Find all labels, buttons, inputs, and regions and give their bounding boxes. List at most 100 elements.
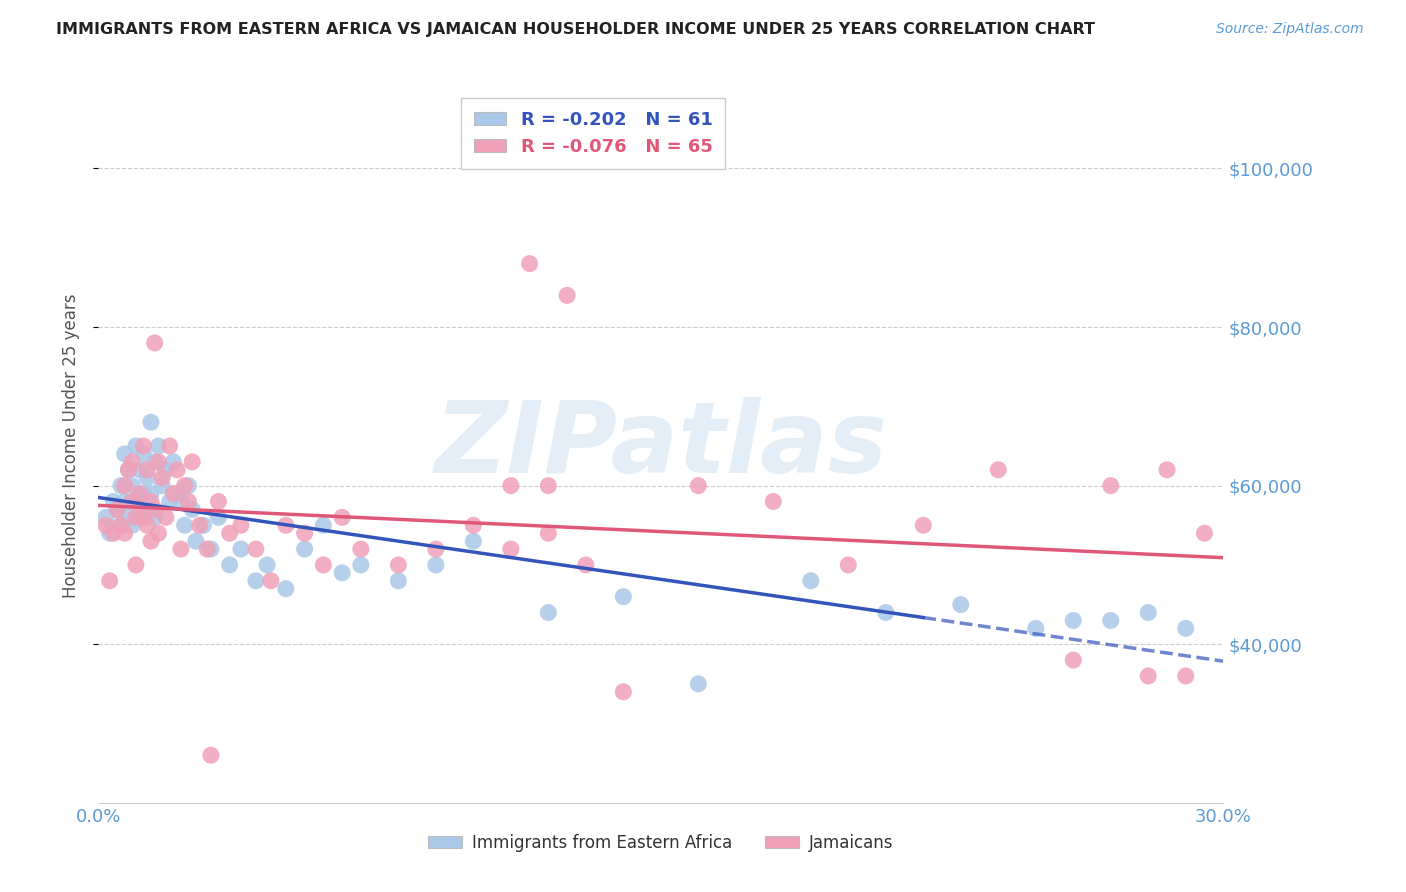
Point — [256, 558, 278, 572]
Point — [125, 558, 148, 572]
Point — [294, 542, 316, 557]
Point — [294, 526, 316, 541]
Point — [837, 558, 859, 572]
Point — [207, 510, 229, 524]
Point — [1099, 478, 1122, 492]
Point — [166, 486, 188, 500]
Point — [121, 455, 143, 469]
Point — [612, 685, 634, 699]
Point — [103, 494, 125, 508]
Point — [200, 542, 222, 557]
Point — [132, 510, 155, 524]
Point — [184, 534, 207, 549]
Point — [159, 439, 181, 453]
Point — [136, 518, 159, 533]
Legend: Immigrants from Eastern Africa, Jamaicans: Immigrants from Eastern Africa, Jamaican… — [422, 828, 900, 859]
Point — [195, 542, 218, 557]
Point — [105, 502, 128, 516]
Point — [103, 526, 125, 541]
Point — [555, 288, 578, 302]
Point — [150, 471, 173, 485]
Point — [987, 463, 1010, 477]
Point — [177, 494, 200, 508]
Text: Source: ZipAtlas.com: Source: ZipAtlas.com — [1216, 22, 1364, 37]
Point — [330, 510, 353, 524]
Point — [150, 478, 173, 492]
Point — [425, 542, 447, 557]
Point — [110, 518, 132, 533]
Point — [350, 542, 373, 557]
Point — [114, 447, 136, 461]
Point — [1174, 669, 1197, 683]
Point — [139, 494, 162, 508]
Point — [148, 526, 170, 541]
Point — [105, 502, 128, 516]
Point — [94, 510, 117, 524]
Point — [762, 494, 785, 508]
Point — [128, 463, 150, 477]
Point — [188, 518, 211, 533]
Text: ZIPatlas: ZIPatlas — [434, 398, 887, 494]
Point — [312, 518, 335, 533]
Point — [387, 558, 409, 572]
Point — [425, 558, 447, 572]
Point — [155, 510, 177, 524]
Point — [181, 455, 204, 469]
Point — [193, 518, 215, 533]
Point — [181, 502, 204, 516]
Point — [114, 526, 136, 541]
Point — [125, 439, 148, 453]
Point — [312, 558, 335, 572]
Point — [117, 510, 139, 524]
Point — [1025, 621, 1047, 635]
Point — [136, 502, 159, 516]
Point — [1174, 621, 1197, 635]
Point — [155, 463, 177, 477]
Point — [949, 598, 972, 612]
Point — [229, 518, 252, 533]
Point — [117, 463, 139, 477]
Point — [143, 455, 166, 469]
Point — [218, 526, 240, 541]
Point — [143, 510, 166, 524]
Point — [125, 510, 148, 524]
Point — [110, 478, 132, 492]
Point — [1137, 606, 1160, 620]
Point — [1062, 614, 1084, 628]
Point — [170, 494, 193, 508]
Point — [245, 574, 267, 588]
Point — [139, 415, 162, 429]
Point — [110, 518, 132, 533]
Point — [173, 478, 195, 492]
Point — [114, 494, 136, 508]
Point — [166, 463, 188, 477]
Point — [170, 542, 193, 557]
Point — [148, 439, 170, 453]
Point — [245, 542, 267, 557]
Point — [1062, 653, 1084, 667]
Point — [1099, 614, 1122, 628]
Point — [274, 582, 297, 596]
Point — [688, 677, 710, 691]
Point — [350, 558, 373, 572]
Point — [1137, 669, 1160, 683]
Point — [162, 455, 184, 469]
Point — [125, 494, 148, 508]
Point — [537, 526, 560, 541]
Point — [128, 510, 150, 524]
Point — [114, 478, 136, 492]
Point — [330, 566, 353, 580]
Point — [132, 439, 155, 453]
Point — [200, 748, 222, 763]
Point — [463, 534, 485, 549]
Point — [260, 574, 283, 588]
Point — [132, 486, 155, 500]
Point — [519, 257, 541, 271]
Point — [159, 494, 181, 508]
Point — [98, 574, 121, 588]
Point — [139, 534, 162, 549]
Point — [128, 486, 150, 500]
Point — [177, 478, 200, 492]
Point — [875, 606, 897, 620]
Point — [229, 542, 252, 557]
